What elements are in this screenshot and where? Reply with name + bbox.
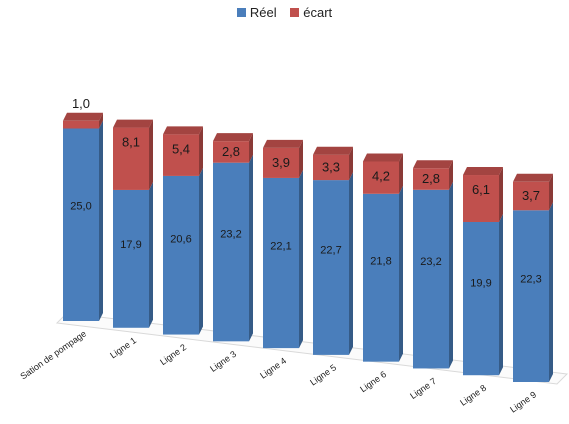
tick-label-9: Ligne 9 xyxy=(508,389,538,414)
bar-ecart-side-0 xyxy=(99,112,103,129)
bars-group: 25,0 1,0 17,9 8,1 20,6 5,4 23,2 2,8 22,1 3,9 22,7 3… xyxy=(63,96,553,382)
tick-label-8: Ligne 8 xyxy=(458,383,488,408)
legend-swatch-reel xyxy=(236,8,246,17)
tick-label-5: Ligne 5 xyxy=(308,362,338,387)
data-label-reel-6: 21,8 xyxy=(370,255,391,267)
bar-top-7 xyxy=(413,160,453,169)
tick-label-1: Ligne 1 xyxy=(108,335,138,360)
bar-ecart-side-7 xyxy=(449,160,453,190)
tick-label-0: Sation de pompage xyxy=(18,328,88,381)
bar-reel-9 xyxy=(513,210,549,382)
bar-reel-7 xyxy=(413,189,449,369)
data-label-ecart-9: 3,7 xyxy=(522,188,540,203)
bar-top-0 xyxy=(63,112,103,121)
bar-ecart-side-6 xyxy=(399,153,403,194)
bar-reel-4 xyxy=(263,177,299,349)
data-label-reel-8: 19,9 xyxy=(470,277,491,289)
data-label-ecart-0: 1,0 xyxy=(72,96,90,111)
bar-ecart-side-3 xyxy=(249,133,253,163)
bar-ecart-side-8 xyxy=(499,167,503,222)
bar-ecart-7 xyxy=(413,168,449,190)
data-label-reel-3: 23,2 xyxy=(220,229,241,241)
legend-item-ecart: écart xyxy=(290,5,332,20)
bar-reel-side-2 xyxy=(199,167,203,335)
bar-reel-side-1 xyxy=(149,181,153,328)
bar-ecart-side-2 xyxy=(199,126,203,176)
bar-reel-side-4 xyxy=(299,169,303,349)
bar-reel-side-8 xyxy=(499,213,503,376)
bar-reel-8 xyxy=(463,221,499,376)
data-label-ecart-2: 5,4 xyxy=(172,141,190,156)
data-label-reel-5: 22,7 xyxy=(320,245,341,257)
bar-ecart-9 xyxy=(513,181,549,211)
bar-ecart-side-1 xyxy=(149,119,153,190)
bar-ecart-0 xyxy=(63,120,99,129)
data-label-reel-1: 17,9 xyxy=(120,239,141,251)
bar-top-6 xyxy=(363,153,403,162)
bar-top-1 xyxy=(113,119,153,128)
bar-reel-3 xyxy=(213,162,249,342)
bar-reel-side-5 xyxy=(349,172,353,355)
data-label-ecart-5: 3,3 xyxy=(322,159,340,174)
bar-ecart-side-4 xyxy=(299,139,303,178)
legend-label-reel: Réel xyxy=(249,5,277,20)
bar-top-8 xyxy=(463,167,503,176)
data-label-reel-0: 25,0 xyxy=(70,200,91,212)
bar-top-5 xyxy=(313,146,353,155)
bar-reel-side-9 xyxy=(549,202,553,382)
data-label-ecart-7: 2,8 xyxy=(422,171,440,186)
data-label-reel-2: 20,6 xyxy=(170,234,191,246)
tick-label-3: Ligne 3 xyxy=(208,349,238,374)
bar-ecart-side-5 xyxy=(349,146,353,181)
bar-ecart-6 xyxy=(363,161,399,194)
bar-reel-5 xyxy=(313,180,349,355)
tick-label-7: Ligne 7 xyxy=(408,376,438,401)
data-label-reel-4: 22,1 xyxy=(270,240,291,252)
data-label-reel-7: 23,2 xyxy=(420,256,441,268)
bar-reel-2 xyxy=(163,175,199,335)
legend-item-reel: Réel xyxy=(236,5,277,20)
data-label-ecart-3: 2,8 xyxy=(222,144,240,159)
tick-label-4: Ligne 4 xyxy=(258,356,288,381)
data-label-ecart-4: 3,9 xyxy=(272,155,290,170)
tick-label-2: Ligne 2 xyxy=(158,342,188,367)
bar-ecart-1 xyxy=(113,127,149,190)
bar-top-2 xyxy=(163,126,203,135)
data-label-ecart-6: 4,2 xyxy=(372,168,390,183)
bar-ecart-5 xyxy=(313,154,349,181)
legend-label-ecart: écart xyxy=(303,5,333,20)
bar-ecart-8 xyxy=(463,175,499,222)
bar-ecart-3 xyxy=(213,141,249,163)
bar-top-3 xyxy=(213,133,253,142)
bar-reel-side-0 xyxy=(99,120,103,321)
data-label-reel-9: 22,3 xyxy=(520,273,541,285)
bar-reel-side-6 xyxy=(399,185,403,362)
chart-legend: Réel écart xyxy=(0,5,569,20)
bar-ecart-2 xyxy=(163,134,199,176)
bar-reel-1 xyxy=(113,189,149,328)
bar-reel-6 xyxy=(363,193,399,362)
data-label-ecart-1: 8,1 xyxy=(122,135,140,150)
legend-swatch-ecart xyxy=(290,8,300,17)
bar-ecart-side-9 xyxy=(549,173,553,211)
bar-reel-0 xyxy=(63,128,99,321)
bar-reel-side-3 xyxy=(249,154,253,342)
data-label-ecart-8: 6,1 xyxy=(472,182,490,197)
tick-label-6: Ligne 6 xyxy=(358,369,388,394)
bar-ecart-4 xyxy=(263,147,299,178)
bar-reel-side-7 xyxy=(449,181,453,369)
bar-top-9 xyxy=(513,173,553,182)
bar-top-4 xyxy=(263,139,303,148)
